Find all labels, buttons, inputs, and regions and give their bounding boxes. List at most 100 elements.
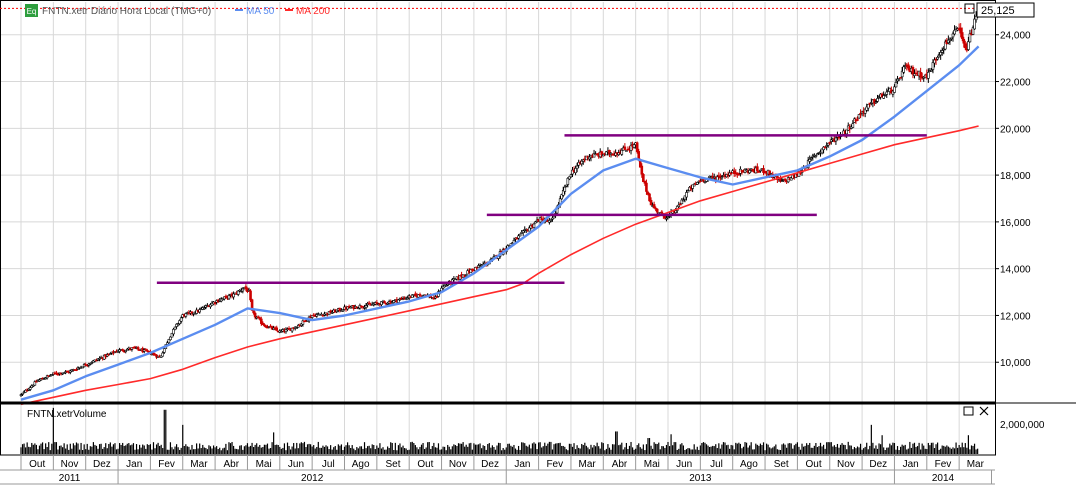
symbol-title: FNTN.xetr Diário Hora Local (TMG+0) xyxy=(42,6,211,17)
candle-body xyxy=(178,320,181,325)
candle xyxy=(256,315,260,319)
candle-body xyxy=(109,353,112,355)
candle xyxy=(856,116,859,122)
candle xyxy=(172,327,175,337)
candle xyxy=(834,135,838,145)
candle-body xyxy=(809,157,813,159)
candle xyxy=(179,316,183,324)
candle xyxy=(386,301,389,306)
candle-body xyxy=(105,354,109,357)
candle xyxy=(341,308,345,312)
candle-body xyxy=(660,211,664,214)
candle xyxy=(642,173,645,183)
volume-close-icon[interactable] xyxy=(979,406,989,416)
candle xyxy=(971,25,975,36)
candle xyxy=(601,153,605,157)
candle xyxy=(759,169,762,173)
candle xyxy=(885,88,889,98)
candle xyxy=(109,352,112,355)
month-label: Abr xyxy=(223,459,239,470)
candle-body xyxy=(692,183,696,187)
candle-body xyxy=(560,194,564,200)
candle xyxy=(463,274,466,278)
candle-body xyxy=(950,37,953,40)
candle-body xyxy=(822,146,825,151)
candle-body xyxy=(729,172,733,175)
candle xyxy=(779,175,782,183)
candle-body xyxy=(227,295,231,300)
candle xyxy=(203,305,206,310)
candle-body xyxy=(845,129,848,135)
y-tick-label: 24,000 xyxy=(1000,31,1031,42)
candle-body xyxy=(825,145,828,147)
candle-body xyxy=(244,286,248,290)
candle xyxy=(809,157,813,162)
candle-body xyxy=(569,174,573,178)
candle-body xyxy=(762,168,765,173)
candle xyxy=(571,166,574,177)
candle xyxy=(575,162,579,173)
candle xyxy=(623,143,627,150)
volume-title: FNTN.xetrVolume xyxy=(27,409,107,420)
candle xyxy=(264,324,268,329)
candle-body xyxy=(176,323,180,326)
candle-body xyxy=(260,318,263,324)
candle xyxy=(632,143,636,149)
candle-body xyxy=(863,108,867,114)
candle-body xyxy=(301,320,305,325)
candle-body xyxy=(680,199,684,205)
candle xyxy=(551,215,554,222)
candle xyxy=(560,193,564,200)
candle-body xyxy=(820,148,824,154)
candle xyxy=(808,155,812,165)
candle-body xyxy=(38,379,41,382)
candle-body xyxy=(919,72,922,78)
candle-body xyxy=(203,307,206,310)
candle xyxy=(330,310,334,314)
candle-body xyxy=(953,29,956,35)
candle xyxy=(927,68,930,83)
candle-body xyxy=(588,156,591,160)
month-label: Fev xyxy=(935,459,952,470)
candle-body xyxy=(715,176,719,181)
month-label: Out xyxy=(806,459,822,470)
candle-body xyxy=(198,309,201,313)
candle xyxy=(24,389,27,393)
candle xyxy=(236,290,240,297)
candle-body xyxy=(866,104,870,109)
candle-body xyxy=(380,301,383,305)
candle xyxy=(518,233,522,237)
candle-body xyxy=(605,151,608,156)
candle xyxy=(310,315,314,319)
price-panel-restore-icon[interactable] xyxy=(964,3,975,14)
candle xyxy=(825,142,828,151)
candle xyxy=(919,67,922,82)
month-label: Nov xyxy=(449,459,467,470)
candle xyxy=(823,146,827,149)
candle-body xyxy=(882,95,885,99)
candle xyxy=(161,351,165,357)
eq-badge[interactable] xyxy=(25,4,38,17)
candle-body xyxy=(478,265,482,268)
candle xyxy=(654,206,657,212)
candle xyxy=(609,152,613,158)
candle-body xyxy=(829,139,833,142)
candle xyxy=(435,295,439,298)
candle-body xyxy=(962,38,966,44)
candle-body xyxy=(632,144,636,148)
volume-maximize-icon[interactable] xyxy=(963,406,974,416)
candle-body xyxy=(665,217,668,220)
candle xyxy=(829,136,833,145)
candle xyxy=(178,319,181,326)
candle xyxy=(960,27,964,42)
volume-panel-frame xyxy=(0,403,996,456)
candle-body xyxy=(417,294,420,298)
candle-body xyxy=(674,210,678,213)
candle xyxy=(244,284,248,292)
candle-body xyxy=(748,170,751,174)
candle-body xyxy=(464,274,468,276)
candle xyxy=(900,66,904,81)
candle xyxy=(44,377,47,380)
candle xyxy=(406,295,409,300)
month-label: Fev xyxy=(158,459,175,470)
